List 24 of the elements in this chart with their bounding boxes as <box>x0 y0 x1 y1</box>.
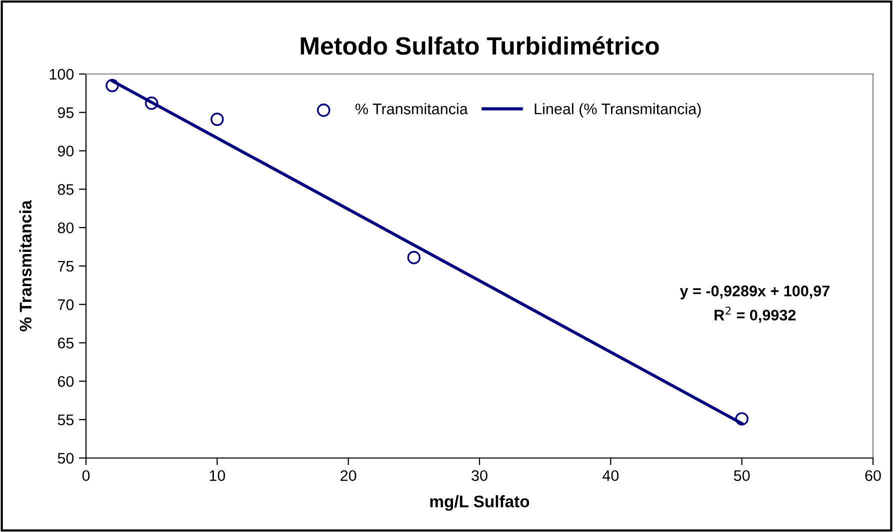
x-tick-label: 60 <box>865 470 881 482</box>
x-tick-label: 40 <box>602 470 619 482</box>
y-tick-label: 95 <box>58 107 74 118</box>
legend-label: % Transmitancia <box>355 103 468 114</box>
y-tick-label: 60 <box>58 376 74 387</box>
y-tick-label: 90 <box>58 146 74 156</box>
y-tick-label: 65 <box>58 338 74 348</box>
y-tick-label: 85 <box>58 184 74 195</box>
chart-title: Metodo Sulfato Turbidimétrico <box>300 36 659 55</box>
x-axis-title: mg/L Sulfato <box>430 495 530 511</box>
x-tick-label: 50 <box>734 470 750 482</box>
x-tick-label: 20 <box>340 470 356 482</box>
y-tick-label: 70 <box>58 299 74 310</box>
y-tick-label: 100 <box>50 68 74 80</box>
y-tick-label: 55 <box>58 414 74 426</box>
y-axis-title: % Transmitancia <box>19 200 32 332</box>
legend-label: Lineal (% Transmitancia) <box>534 103 701 118</box>
x-tick-label: 10 <box>210 470 226 482</box>
annotation: y = -0,9289x + 100,97 R$^{2}$ = 0,9932 <box>680 286 830 323</box>
x-tick-label: 30 <box>472 470 488 482</box>
y-tick-label: 80 <box>58 222 74 234</box>
y-tick-label: 50 <box>58 452 74 464</box>
x-tick-label: 0 <box>82 470 90 482</box>
y-tick-label: 75 <box>58 261 74 272</box>
